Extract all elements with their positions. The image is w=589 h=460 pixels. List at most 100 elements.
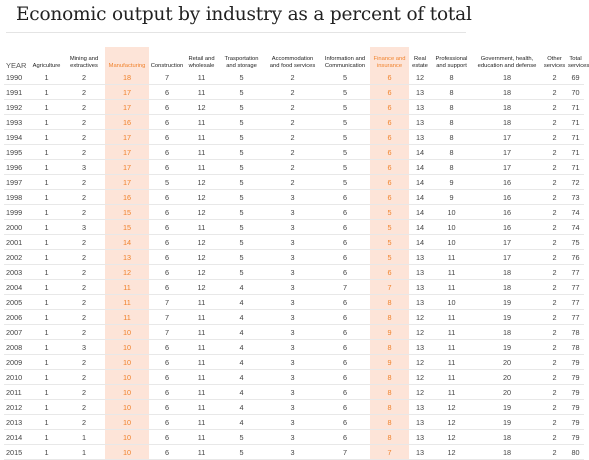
value-cell-accommodation-and-food-services: 3: [265, 324, 320, 340]
value-cell-mining-and-extractives: 2: [63, 309, 105, 325]
value-cell-mining-and-extractives: 2: [63, 294, 105, 310]
value-cell-other-services: 2: [542, 444, 567, 460]
value-cell-real-estate: 13: [409, 399, 431, 415]
value-cell-trasportation-and-storage: 4: [218, 324, 265, 340]
value-cell-accommodation-and-food-services: 3: [265, 294, 320, 310]
value-cell-mining-and-extractives: 2: [63, 249, 105, 265]
value-cell-trasportation-and-storage: 5: [218, 444, 265, 460]
column-header-finance-and-insurance: Finance and insurance: [373, 56, 406, 69]
value-cell-professional-and-support: 12: [431, 399, 472, 415]
value-cell-total-services: 71: [567, 159, 584, 175]
column-header-retail-and-wholesale: Retail and wholesale: [188, 56, 215, 69]
value-cell-accommodation-and-food-services: 2: [265, 70, 320, 85]
value-cell-retail-and-wholesale: 11: [185, 354, 218, 370]
value-cell-retail-and-wholesale: 11: [185, 339, 218, 355]
value-cell-construction: 6: [149, 429, 185, 445]
value-cell-government-health-education-and-defense: 19: [472, 309, 542, 325]
value-cell-retail-and-wholesale: 11: [185, 129, 218, 145]
value-cell-real-estate: 14: [409, 174, 431, 190]
value-cell-information-and-communication: 7: [320, 444, 370, 460]
value-cell-mining-and-extractives: 2: [63, 414, 105, 430]
value-cell-accommodation-and-food-services: 2: [265, 129, 320, 145]
value-cell-accommodation-and-food-services: 3: [265, 234, 320, 250]
value-cell-accommodation-and-food-services: 2: [265, 174, 320, 190]
value-cell-retail-and-wholesale: 11: [185, 444, 218, 460]
value-cell-trasportation-and-storage: 4: [218, 399, 265, 415]
value-cell-real-estate: 13: [409, 429, 431, 445]
value-cell-construction: 6: [149, 354, 185, 370]
value-cell-other-services: 2: [542, 309, 567, 325]
value-cell-accommodation-and-food-services: 3: [265, 249, 320, 265]
value-cell-construction: 7: [149, 70, 185, 85]
value-cell-agriculture: 1: [30, 99, 63, 115]
year-cell: 2001: [4, 234, 30, 250]
value-cell-retail-and-wholesale: 11: [185, 84, 218, 100]
value-cell-total-services: 73: [567, 189, 584, 205]
value-cell-other-services: 2: [542, 324, 567, 340]
column-header-mining-and-extractives: Mining and extractives: [69, 56, 99, 69]
value-cell-professional-and-support: 8: [431, 99, 472, 115]
value-cell-real-estate: 13: [409, 99, 431, 115]
value-cell-professional-and-support: 8: [431, 144, 472, 160]
value-cell-retail-and-wholesale: 11: [185, 219, 218, 235]
value-cell-finance-and-insurance: 5: [370, 219, 409, 235]
value-cell-finance-and-insurance: 8: [370, 384, 409, 400]
value-cell-information-and-communication: 5: [320, 70, 370, 85]
value-cell-information-and-communication: 6: [320, 249, 370, 265]
value-cell-total-services: 69: [567, 70, 584, 85]
value-cell-manufacturing: 17: [105, 144, 149, 160]
value-cell-agriculture: 1: [30, 189, 63, 205]
value-cell-real-estate: 14: [409, 144, 431, 160]
column-header-government-health-education-and-defense: Government, health, education and defens…: [477, 56, 537, 69]
table-row: 2011 1 2 10 6 11 4 3 6 8 12 11 20 2 79: [4, 384, 584, 400]
value-cell-construction: 6: [149, 99, 185, 115]
value-cell-total-services: 70: [567, 84, 584, 100]
value-cell-trasportation-and-storage: 5: [218, 219, 265, 235]
value-cell-trasportation-and-storage: 5: [218, 114, 265, 130]
value-cell-mining-and-extractives: 2: [63, 99, 105, 115]
value-cell-total-services: 74: [567, 204, 584, 220]
value-cell-information-and-communication: 6: [320, 384, 370, 400]
value-cell-trasportation-and-storage: 4: [218, 369, 265, 385]
value-cell-mining-and-extractives: 2: [63, 204, 105, 220]
year-cell: 2013: [4, 414, 30, 430]
year-cell: 1994: [4, 129, 30, 145]
value-cell-agriculture: 1: [30, 339, 63, 355]
table-row: 2009 1 2 10 6 11 4 3 6 9 12 11 20 2 79: [4, 354, 584, 370]
value-cell-trasportation-and-storage: 5: [218, 144, 265, 160]
value-cell-information-and-communication: 5: [320, 84, 370, 100]
value-cell-construction: 6: [149, 339, 185, 355]
value-cell-construction: 6: [149, 414, 185, 430]
value-cell-finance-and-insurance: 8: [370, 369, 409, 385]
value-cell-information-and-communication: 6: [320, 429, 370, 445]
value-cell-professional-and-support: 11: [431, 369, 472, 385]
value-cell-government-health-education-and-defense: 20: [472, 354, 542, 370]
value-cell-other-services: 2: [542, 70, 567, 85]
value-cell-manufacturing: 15: [105, 219, 149, 235]
value-cell-construction: 6: [149, 159, 185, 175]
table-row: 2010 1 2 10 6 11 4 3 6 8 12 11 20 2 79: [4, 369, 584, 385]
value-cell-real-estate: 14: [409, 219, 431, 235]
value-cell-agriculture: 1: [30, 129, 63, 145]
value-cell-manufacturing: 17: [105, 84, 149, 100]
value-cell-information-and-communication: 6: [320, 189, 370, 205]
value-cell-agriculture: 1: [30, 84, 63, 100]
value-cell-finance-and-insurance: 6: [370, 159, 409, 175]
value-cell-manufacturing: 10: [105, 369, 149, 385]
value-cell-accommodation-and-food-services: 3: [265, 354, 320, 370]
value-cell-other-services: 2: [542, 189, 567, 205]
value-cell-retail-and-wholesale: 12: [185, 174, 218, 190]
value-cell-total-services: 80: [567, 444, 584, 460]
value-cell-government-health-education-and-defense: 18: [472, 444, 542, 460]
value-cell-agriculture: 1: [30, 204, 63, 220]
value-cell-accommodation-and-food-services: 3: [265, 309, 320, 325]
value-cell-other-services: 2: [542, 204, 567, 220]
value-cell-information-and-communication: 5: [320, 174, 370, 190]
value-cell-agriculture: 1: [30, 324, 63, 340]
table-row: 2007 1 2 10 7 11 4 3 6 9 12 11 18 2 78: [4, 324, 584, 340]
value-cell-retail-and-wholesale: 11: [185, 429, 218, 445]
value-cell-retail-and-wholesale: 11: [185, 399, 218, 415]
value-cell-real-estate: 13: [409, 294, 431, 310]
value-cell-mining-and-extractives: 2: [63, 369, 105, 385]
value-cell-agriculture: 1: [30, 429, 63, 445]
